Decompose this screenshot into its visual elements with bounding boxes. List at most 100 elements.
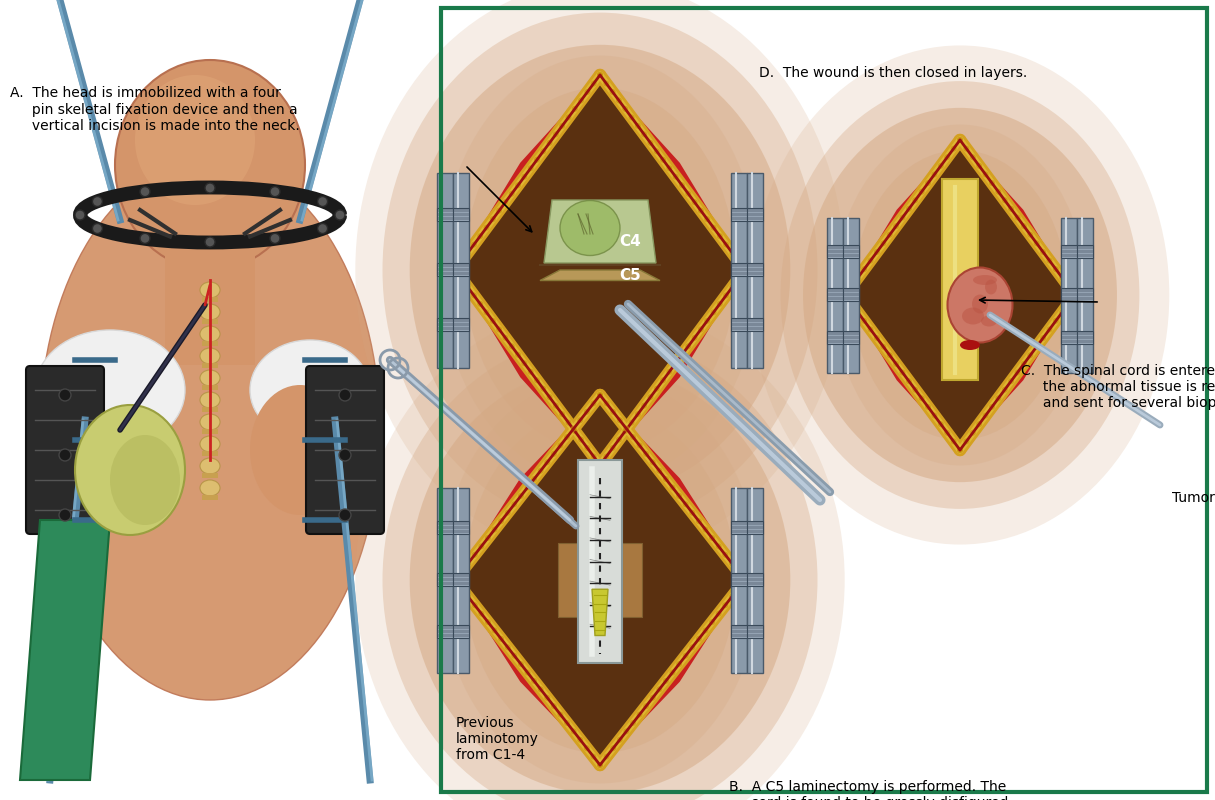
Circle shape <box>1040 335 1046 341</box>
Ellipse shape <box>111 435 180 525</box>
Ellipse shape <box>751 46 1169 545</box>
Bar <box>437 318 453 330</box>
Circle shape <box>584 745 589 751</box>
Circle shape <box>518 661 524 667</box>
Circle shape <box>527 166 533 171</box>
Circle shape <box>989 180 995 186</box>
Circle shape <box>1008 206 1015 212</box>
Circle shape <box>697 208 703 214</box>
Circle shape <box>1046 258 1052 263</box>
Circle shape <box>722 602 728 608</box>
Circle shape <box>553 402 559 409</box>
Circle shape <box>919 395 925 402</box>
Circle shape <box>270 186 279 197</box>
Circle shape <box>590 754 597 759</box>
Circle shape <box>512 502 518 507</box>
Bar <box>843 288 859 301</box>
Ellipse shape <box>200 304 220 320</box>
Ellipse shape <box>994 317 1005 333</box>
Circle shape <box>729 284 735 290</box>
Bar <box>1076 331 1094 344</box>
Circle shape <box>610 89 616 95</box>
Circle shape <box>861 318 868 324</box>
Ellipse shape <box>200 326 220 342</box>
Bar <box>441 8 1206 792</box>
Circle shape <box>893 361 899 367</box>
Ellipse shape <box>464 88 735 452</box>
Circle shape <box>496 326 502 332</box>
Circle shape <box>1066 283 1072 290</box>
Ellipse shape <box>488 120 712 420</box>
Circle shape <box>525 670 531 675</box>
Bar <box>437 573 453 586</box>
Circle shape <box>547 394 553 400</box>
Circle shape <box>957 137 963 143</box>
Circle shape <box>509 190 515 197</box>
Circle shape <box>1015 214 1021 221</box>
Ellipse shape <box>409 366 790 794</box>
Ellipse shape <box>355 306 844 800</box>
Bar <box>731 522 747 534</box>
Circle shape <box>1008 378 1015 384</box>
Circle shape <box>906 378 912 384</box>
Circle shape <box>531 476 537 482</box>
Polygon shape <box>454 75 745 465</box>
Circle shape <box>932 171 938 178</box>
Circle shape <box>855 274 860 281</box>
Bar <box>558 543 578 617</box>
Circle shape <box>723 293 729 298</box>
Circle shape <box>970 430 976 436</box>
Circle shape <box>490 318 496 324</box>
Circle shape <box>1046 326 1052 333</box>
Circle shape <box>531 678 537 684</box>
Circle shape <box>270 234 279 243</box>
Circle shape <box>479 543 485 550</box>
Circle shape <box>317 223 328 234</box>
Circle shape <box>957 447 963 453</box>
Circle shape <box>572 428 578 434</box>
Ellipse shape <box>441 55 759 485</box>
Circle shape <box>950 438 956 444</box>
Bar <box>843 218 859 373</box>
Circle shape <box>983 413 989 418</box>
Circle shape <box>577 418 583 423</box>
Circle shape <box>477 301 484 307</box>
Circle shape <box>140 186 149 197</box>
Circle shape <box>660 378 666 383</box>
Circle shape <box>571 426 577 432</box>
Circle shape <box>711 225 717 230</box>
Circle shape <box>559 411 565 417</box>
Bar <box>437 487 453 673</box>
Circle shape <box>899 370 905 375</box>
Bar <box>437 522 453 534</box>
Circle shape <box>492 526 498 533</box>
Ellipse shape <box>464 407 735 753</box>
Circle shape <box>629 434 635 440</box>
Circle shape <box>464 250 470 256</box>
Ellipse shape <box>40 160 380 700</box>
Polygon shape <box>844 295 960 450</box>
Ellipse shape <box>35 330 185 450</box>
Circle shape <box>1001 198 1007 203</box>
Circle shape <box>634 123 640 129</box>
Circle shape <box>622 428 628 434</box>
Circle shape <box>881 240 886 246</box>
Circle shape <box>679 182 685 188</box>
Polygon shape <box>592 590 608 635</box>
Circle shape <box>471 552 477 558</box>
Circle shape <box>666 369 672 374</box>
Circle shape <box>634 411 640 417</box>
Circle shape <box>538 468 543 474</box>
Bar <box>202 495 217 500</box>
Polygon shape <box>844 140 1075 450</box>
Circle shape <box>1053 266 1058 272</box>
Circle shape <box>477 233 484 239</box>
Text: C4: C4 <box>620 234 640 250</box>
Circle shape <box>339 389 351 401</box>
Circle shape <box>339 509 351 521</box>
Circle shape <box>650 459 656 466</box>
Polygon shape <box>454 395 600 580</box>
Ellipse shape <box>383 13 818 527</box>
Bar <box>747 208 763 222</box>
Circle shape <box>590 401 597 406</box>
